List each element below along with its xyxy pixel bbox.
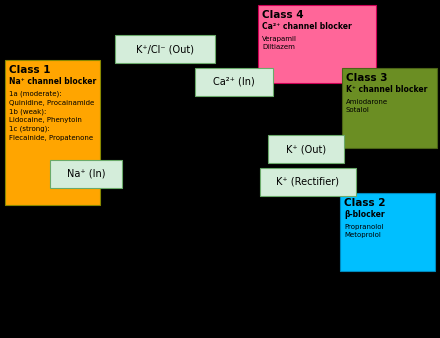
Text: Na⁺ channel blocker: Na⁺ channel blocker	[9, 77, 96, 86]
Bar	[260, 168, 356, 196]
Text: 1a (moderate):
Quinidine, Procainamide
1b (weak):
Lidocaine, Phenytoin
1c (stron: 1a (moderate): Quinidine, Procainamide 1…	[9, 91, 94, 141]
Bar	[258, 5, 376, 83]
Text: Ca²⁺ channel blocker: Ca²⁺ channel blocker	[262, 22, 352, 31]
Bar	[50, 160, 122, 188]
Text: K⁺ (Out): K⁺ (Out)	[286, 144, 326, 154]
Bar	[115, 35, 215, 63]
Text: Propranolol
Metoprolol: Propranolol Metoprolol	[344, 224, 384, 238]
Text: Class 3: Class 3	[346, 73, 388, 83]
Bar	[268, 135, 344, 163]
Text: Ca²⁺ (In): Ca²⁺ (In)	[213, 77, 255, 87]
Bar	[195, 68, 273, 96]
Text: K⁺ channel blocker: K⁺ channel blocker	[346, 85, 427, 94]
Bar	[342, 68, 437, 148]
Bar	[5, 60, 100, 205]
Bar	[340, 193, 435, 271]
Text: Amiodarone
Sotalol: Amiodarone Sotalol	[346, 99, 388, 114]
Text: Class 2: Class 2	[344, 198, 385, 208]
Text: Class 4: Class 4	[262, 10, 304, 20]
Text: β-blocker: β-blocker	[344, 210, 385, 219]
Text: Verapamil
Diltiazem: Verapamil Diltiazem	[262, 36, 297, 50]
Text: Class 1: Class 1	[9, 65, 51, 75]
Text: Na⁺ (In): Na⁺ (In)	[67, 169, 105, 179]
Text: K⁺ (Rectifier): K⁺ (Rectifier)	[276, 177, 340, 187]
Text: K⁺/Cl⁻ (Out): K⁺/Cl⁻ (Out)	[136, 44, 194, 54]
